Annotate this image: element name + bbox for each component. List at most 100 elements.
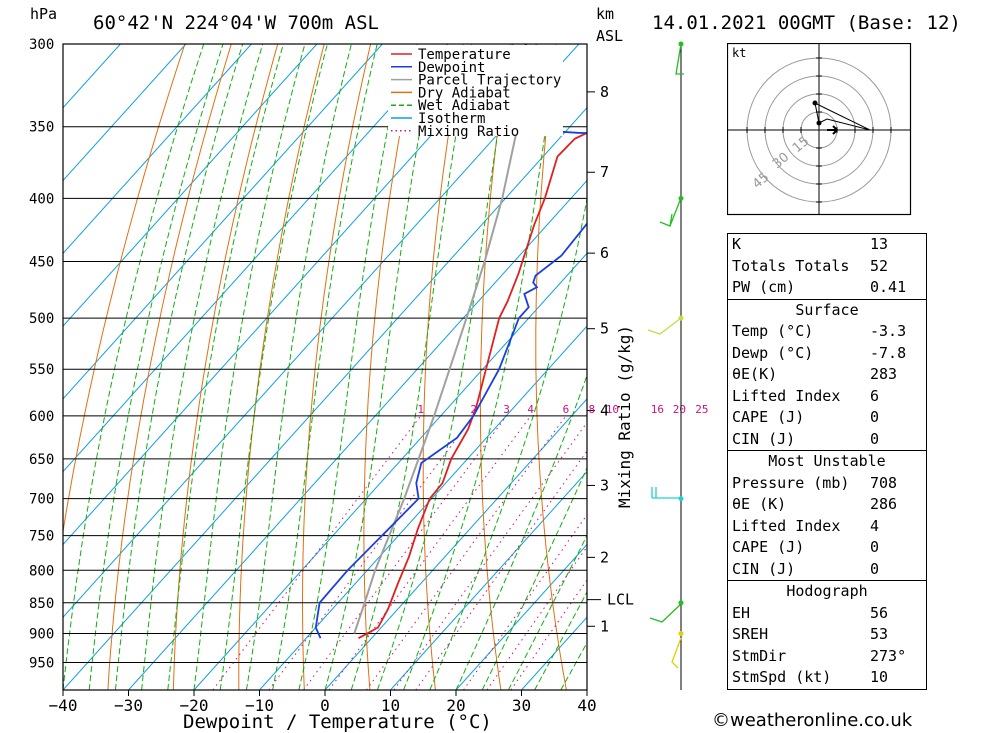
surface-cin-value: 0 — [870, 429, 880, 448]
isotherm-line — [63, 44, 383, 400]
plot-frame — [62, 43, 588, 691]
x-tick-label: 10 — [381, 696, 400, 715]
credit-text[interactable]: ©weatheronline.co.uk — [712, 710, 913, 731]
wet-adiabat-line — [534, 591, 587, 690]
dry-adiabat-line — [107, 44, 232, 690]
wet-adiabat-line — [455, 374, 587, 690]
legend-label: Parcel Trajectory — [418, 73, 561, 89]
mu-cin-label: CIN (J) — [732, 559, 796, 578]
mu-thetae-value: 286 — [870, 495, 898, 513]
isotherm-line — [63, 44, 187, 182]
x-axis-title: Dewpoint / Temperature (°C) — [183, 711, 492, 733]
wind-barb — [675, 43, 684, 75]
hodograph-unit-label: kt — [732, 46, 746, 60]
pressure-tick-label: 400 — [29, 191, 54, 207]
pressure-tick-label: 850 — [29, 596, 54, 612]
surface-temp-value: -3.3 — [870, 322, 907, 340]
mu-pressure-label: Pressure (mb) — [732, 473, 850, 492]
most-unstable-section: Most Unstable Pressure (mb) 708 θE (K) 286… — [727, 451, 927, 581]
km-tick-label: 7 — [600, 163, 609, 181]
k-index-label: K — [732, 235, 742, 253]
wind-barb — [671, 637, 682, 669]
isotherm-line — [128, 179, 587, 690]
x-tick-label: −20 — [180, 696, 209, 715]
mu-cape-label: CAPE (J) — [732, 538, 805, 556]
mixing-ratio-label: 8 — [589, 403, 596, 416]
dry-adiabat-line — [641, 44, 697, 690]
wet-adiabat-line — [507, 534, 587, 690]
isotherm-line — [324, 398, 587, 690]
surface-li-label: Lifted Index — [732, 386, 841, 405]
wind-barb — [659, 197, 682, 227]
wet-adiabat-line — [272, 44, 378, 690]
isotherm-line — [63, 107, 587, 690]
km-tick-label: 1 — [600, 617, 609, 635]
isotherm-line — [390, 470, 587, 690]
location-title: 60°42'N 224°04'W 700m ASL — [93, 12, 379, 34]
isotherm-line — [63, 44, 252, 255]
asl-label: ASL — [596, 27, 623, 45]
x-tick-label: −10 — [245, 696, 274, 715]
pw-label: PW (cm) — [732, 278, 796, 296]
sreh-label: SREH — [732, 625, 769, 643]
wind-level-dot — [678, 41, 684, 47]
mixing-ratio-label: 6 — [563, 403, 570, 416]
mixing-ratio-line — [486, 546, 587, 690]
mu-li-label: Lifted Index — [732, 516, 841, 535]
totals-totals-label: Totals Totals — [732, 256, 850, 275]
wind-barb — [649, 603, 682, 623]
storm-motion-arrow — [827, 125, 839, 135]
pw-value: 0.41 — [870, 278, 907, 296]
dry-adiabat-line — [535, 44, 567, 690]
mixing-ratio-line — [510, 579, 587, 690]
surface-thetae-value: 283 — [870, 365, 898, 383]
isotherm-line — [63, 44, 580, 618]
dewpoint-line — [314, 44, 587, 639]
mixing-ratio-label: 16 — [651, 403, 664, 416]
pressure-tick-label: 600 — [29, 409, 54, 425]
wet-adiabat-line — [245, 44, 352, 690]
isotherm-line — [259, 325, 587, 690]
isotherm-line — [455, 543, 587, 690]
pressure-tick-label: 950 — [29, 655, 54, 671]
totals-totals-value: 52 — [870, 256, 889, 275]
surface-dewp-label: Dewp (°C) — [732, 343, 814, 362]
isotherm-line — [63, 44, 318, 327]
lcl-label: LCL — [607, 591, 634, 609]
dry-adiabat-line — [422, 44, 464, 690]
legend-label: Mixing Ratio — [418, 124, 519, 140]
km-label: km — [596, 5, 614, 23]
legend-label: Dewpoint — [418, 60, 485, 76]
surface-cape-label: CAPE (J) — [732, 408, 805, 426]
x-tick-label: −30 — [114, 696, 143, 715]
mixing-ratio-line — [328, 415, 532, 690]
surface-section: Surface Temp (°C) -3.3 Dewp (°C) -7.8 θE(K… — [727, 299, 927, 451]
wet-adiabat-line — [114, 44, 244, 690]
mixing-ratio-label: 4 — [527, 403, 534, 416]
hodograph-point — [812, 100, 818, 106]
stmspd-value: 10 — [870, 668, 889, 686]
legend-label: Temperature — [418, 47, 511, 63]
most-unstable-title: Most Unstable — [768, 452, 886, 470]
surface-temp-label: Temp (°C) — [732, 322, 814, 340]
pressure-tick-label: 500 — [29, 311, 54, 327]
mixing-ratio-line — [415, 450, 587, 690]
stmdir-label: StmDir — [732, 646, 787, 665]
hpa-label: hPa — [30, 5, 57, 23]
wind-barb — [647, 317, 682, 335]
pressure-tick-label: 300 — [29, 37, 54, 53]
isotherm-line — [63, 44, 514, 546]
stmspd-label: StmSpd (kt) — [732, 668, 832, 686]
legend-label: Dry Adiabat — [418, 85, 511, 101]
wet-adiabat-line — [219, 44, 328, 690]
mixing-ratio-line — [303, 415, 507, 690]
mixing-ratio-label: 2 — [470, 403, 477, 416]
wind-level-dot — [678, 600, 684, 606]
isotherm-line — [193, 252, 587, 690]
pressure-tick-label: 900 — [29, 626, 54, 642]
surface-cin-label: CIN (J) — [732, 429, 796, 448]
legend-background — [388, 45, 563, 136]
mixing-ratio-line — [365, 415, 567, 690]
hodograph-section: Hodograph EH 56 SREH 53 StmDir 273° StmSpd … — [727, 581, 927, 690]
